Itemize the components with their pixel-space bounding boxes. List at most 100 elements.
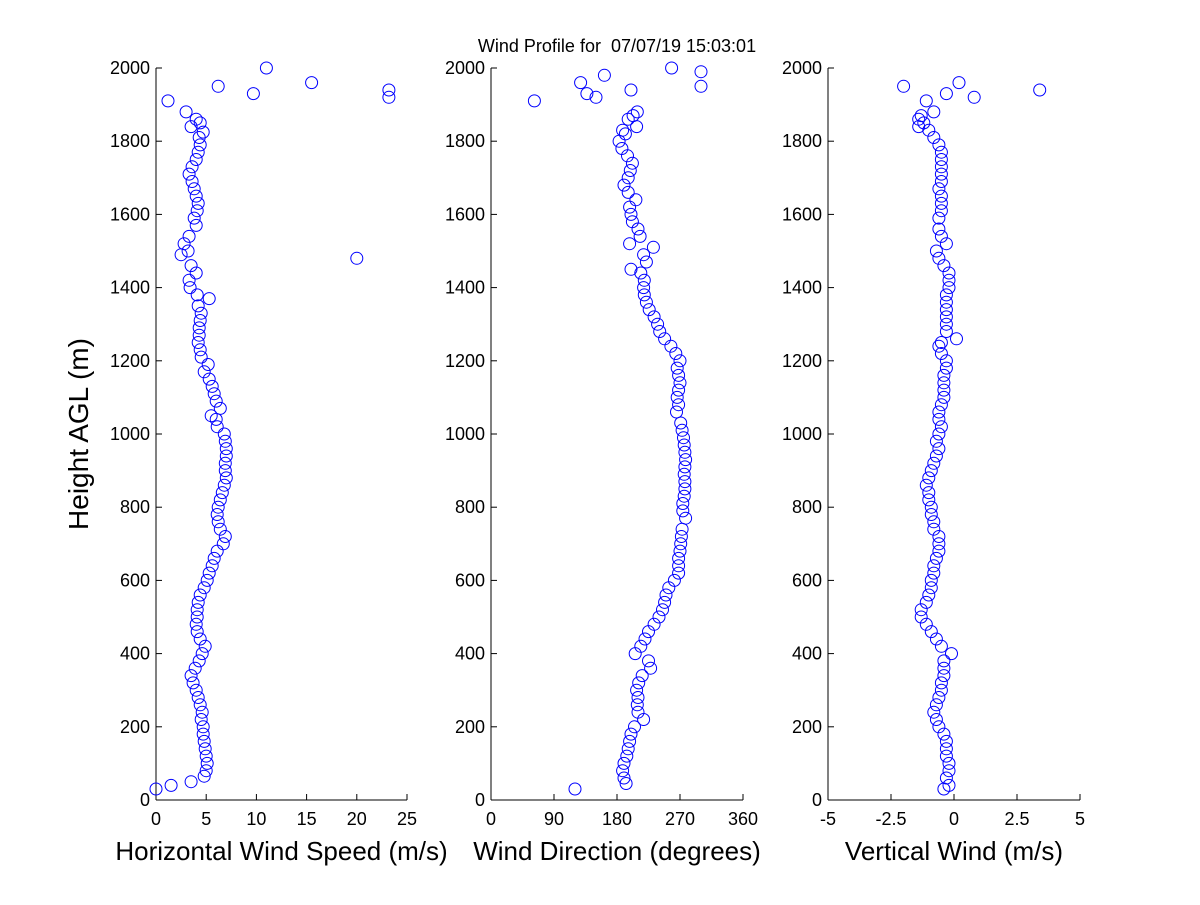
data-point [673, 354, 687, 368]
data-point [950, 332, 963, 346]
data-point [927, 456, 941, 470]
x-tick-label: 2.5 [1004, 809, 1029, 829]
data-point [179, 105, 193, 119]
data-point [196, 727, 210, 741]
data-point [672, 368, 686, 382]
data-point [934, 347, 948, 360]
data-point [952, 76, 966, 90]
data-point [615, 142, 629, 155]
y-tick-label: 1000 [445, 424, 485, 444]
x-tick-label: 20 [347, 809, 367, 829]
data-point [897, 79, 911, 93]
data-point [922, 486, 936, 500]
data-point [932, 251, 946, 265]
data-point [185, 175, 199, 188]
data-point [161, 94, 175, 108]
data-point [646, 240, 660, 254]
data-point [193, 698, 207, 712]
data-point [937, 654, 951, 668]
data-point [678, 460, 692, 474]
data-point [624, 83, 638, 97]
y-tick-label: 200 [792, 717, 822, 737]
x-axis-label: Horizontal Wind Speed (m/s) [115, 836, 447, 866]
data-point [620, 749, 634, 763]
data-point [617, 756, 631, 770]
data-point [922, 588, 936, 602]
data-point [184, 669, 198, 683]
data-point [927, 515, 941, 529]
y-tick-label: 0 [812, 790, 822, 810]
y-tick-label: 2000 [110, 58, 150, 78]
data-point [927, 566, 941, 580]
y-tick-label: 1800 [110, 131, 150, 151]
data-point [632, 676, 646, 690]
data-point [217, 478, 231, 492]
x-tick-label: 270 [665, 809, 695, 829]
data-point [939, 354, 953, 368]
data-point [205, 559, 219, 573]
data-point [659, 588, 673, 602]
data-point [932, 427, 946, 441]
data-point [199, 749, 213, 763]
data-point [182, 167, 196, 181]
data-point [177, 237, 191, 251]
data-point [927, 131, 941, 144]
data-point [694, 79, 708, 93]
data-point [929, 449, 943, 463]
data-point [934, 153, 948, 166]
data-point [200, 756, 214, 770]
data-point [922, 123, 936, 137]
data-point [200, 573, 214, 587]
data-point [382, 83, 396, 97]
data-point [937, 383, 951, 397]
data-point [202, 566, 216, 580]
data-point [382, 90, 396, 104]
data-point [186, 676, 200, 690]
data-point [929, 713, 943, 726]
data-point [191, 595, 205, 609]
y-tick-label: 1200 [445, 351, 485, 371]
data-point [633, 229, 647, 243]
data-point [213, 401, 227, 415]
y-tick-label: 1400 [782, 278, 822, 298]
y-tick-label: 0 [140, 790, 150, 810]
panel-2: 0 90 180 270 360 0 200 400 600 800 1000 1200 1400 160… [445, 58, 761, 866]
data-point [934, 420, 948, 434]
y-tick-label: 1200 [110, 351, 150, 371]
data-point [932, 442, 946, 456]
data-point [934, 676, 948, 690]
data-point [922, 493, 936, 507]
data-point [193, 116, 207, 130]
data-point [934, 175, 948, 188]
data-point [623, 164, 637, 177]
data-point [672, 398, 686, 412]
data-point [932, 405, 946, 419]
data-point [211, 79, 225, 93]
data-point [305, 76, 319, 90]
data-point [934, 683, 948, 697]
data-point [194, 350, 208, 364]
data-point [672, 559, 686, 573]
data-point [350, 251, 364, 265]
data-point [623, 237, 637, 251]
data-point [637, 288, 651, 302]
data-point [658, 332, 672, 346]
data-point [628, 720, 641, 734]
x-tick-label: 90 [544, 809, 564, 829]
data-point [187, 211, 201, 225]
data-point [678, 482, 692, 496]
data-point [211, 515, 225, 529]
data-point [190, 610, 204, 624]
data-point [934, 336, 948, 349]
data-point [674, 537, 688, 551]
data-point [205, 379, 219, 393]
y-tick-label: 200 [455, 717, 485, 737]
y-tick-label: 400 [120, 644, 150, 664]
data-point [652, 610, 666, 624]
data-point [919, 94, 933, 108]
data-point [634, 639, 648, 653]
data-point [929, 244, 943, 258]
data-point [568, 782, 582, 796]
data-point [678, 475, 692, 489]
data-point [190, 288, 204, 302]
